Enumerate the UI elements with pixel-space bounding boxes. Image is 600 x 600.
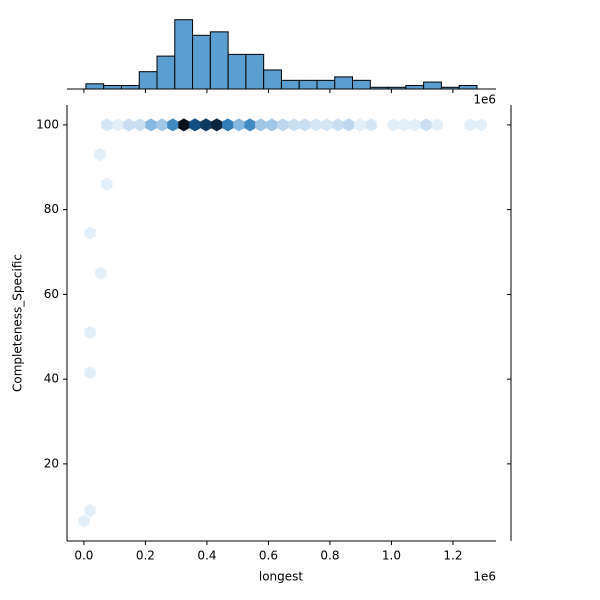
histogram-bar — [85, 83, 105, 90]
hexbin-cell — [101, 118, 113, 132]
y-tick-label: 60 — [44, 287, 59, 301]
hexbin-cell — [95, 266, 107, 280]
hexbin-cell — [233, 118, 245, 132]
hexbin-cell — [409, 118, 421, 132]
hexbin-cell — [167, 118, 179, 132]
hexbin-cell — [84, 326, 96, 340]
y-tick-label: 40 — [44, 372, 59, 386]
hexbin-cell — [266, 118, 278, 132]
hexbin-cell — [431, 118, 443, 132]
histogram-bar — [227, 53, 247, 90]
hexbin-cell — [277, 118, 289, 132]
histogram-bar — [405, 85, 425, 90]
x-axis-label: longest — [259, 570, 304, 584]
histogram-bar — [245, 53, 265, 90]
hexbin-cell — [222, 118, 234, 132]
x-tick-label: 0.4 — [197, 549, 216, 563]
histogram-bar — [369, 86, 389, 90]
x-tick-label: 1.2 — [443, 549, 462, 563]
hexbin-cell — [200, 118, 212, 132]
hexbin-cell — [398, 118, 410, 132]
hexbin-cell — [112, 118, 124, 132]
histogram-bar — [316, 79, 336, 90]
hexbin-cell — [84, 366, 96, 380]
hexbin-cell — [94, 148, 106, 162]
x-tick-label: 0.8 — [320, 549, 339, 563]
x-tick-label: 0.6 — [259, 549, 278, 563]
hexbin-cell — [299, 118, 311, 132]
histogram-bar — [352, 79, 371, 90]
hexbin-cell — [354, 118, 366, 132]
histogram-bar — [263, 69, 282, 90]
histogram-bar — [192, 34, 211, 90]
hexbin-cell — [343, 118, 355, 132]
hexbin-cell — [178, 118, 190, 132]
hexbin-cell — [84, 226, 96, 240]
histogram-bar — [209, 31, 229, 90]
hexbin-cell — [288, 118, 300, 132]
hexbin-cell — [211, 118, 223, 132]
hexbin-cell — [475, 118, 487, 132]
y-tick-label: 100 — [36, 117, 59, 131]
hexbin-cell — [321, 118, 333, 132]
x-tick-label: 0.0 — [74, 549, 93, 563]
hexbin-cell — [101, 177, 113, 191]
x-tick-label: 1.0 — [382, 549, 401, 563]
x-offset-label: 1e6 — [473, 93, 496, 107]
y-axis-label: Completeness_Specific — [11, 254, 25, 392]
hexbin-cell — [84, 503, 96, 517]
hexbin-cell — [78, 514, 90, 528]
histogram-bar — [387, 86, 407, 90]
hexbin-cell — [255, 118, 267, 132]
histogram-bar — [156, 55, 176, 90]
histogram-bar — [298, 79, 318, 90]
y-tick-label: 20 — [44, 456, 59, 470]
histogram-bar — [334, 76, 354, 90]
hexbin-cell — [420, 118, 432, 132]
histogram-bar — [174, 19, 194, 90]
histogram-bar — [440, 86, 460, 90]
hexbin-cell — [145, 118, 157, 132]
x-offset-label: 1e6 — [473, 570, 496, 584]
hexbin-cell — [365, 118, 377, 132]
hexbin-cell — [134, 118, 146, 132]
hexbin-cell — [189, 118, 201, 132]
histogram-bar — [423, 81, 442, 90]
hexbin-cell — [156, 118, 168, 132]
hexbin-cell — [123, 118, 135, 132]
histogram-bar — [458, 85, 478, 90]
y-tick-label: 80 — [44, 202, 59, 216]
hexbin-cell — [244, 118, 256, 132]
hexbin-cell — [464, 118, 476, 132]
hexbin-cell — [332, 118, 344, 132]
histogram-bar — [103, 85, 122, 90]
hexbin-cell — [387, 118, 399, 132]
x-tick-label: 0.2 — [136, 549, 155, 563]
histogram-bar — [280, 79, 300, 90]
histogram-bar — [120, 85, 140, 90]
histogram-bar — [138, 71, 158, 90]
hexbin-cell — [310, 118, 322, 132]
